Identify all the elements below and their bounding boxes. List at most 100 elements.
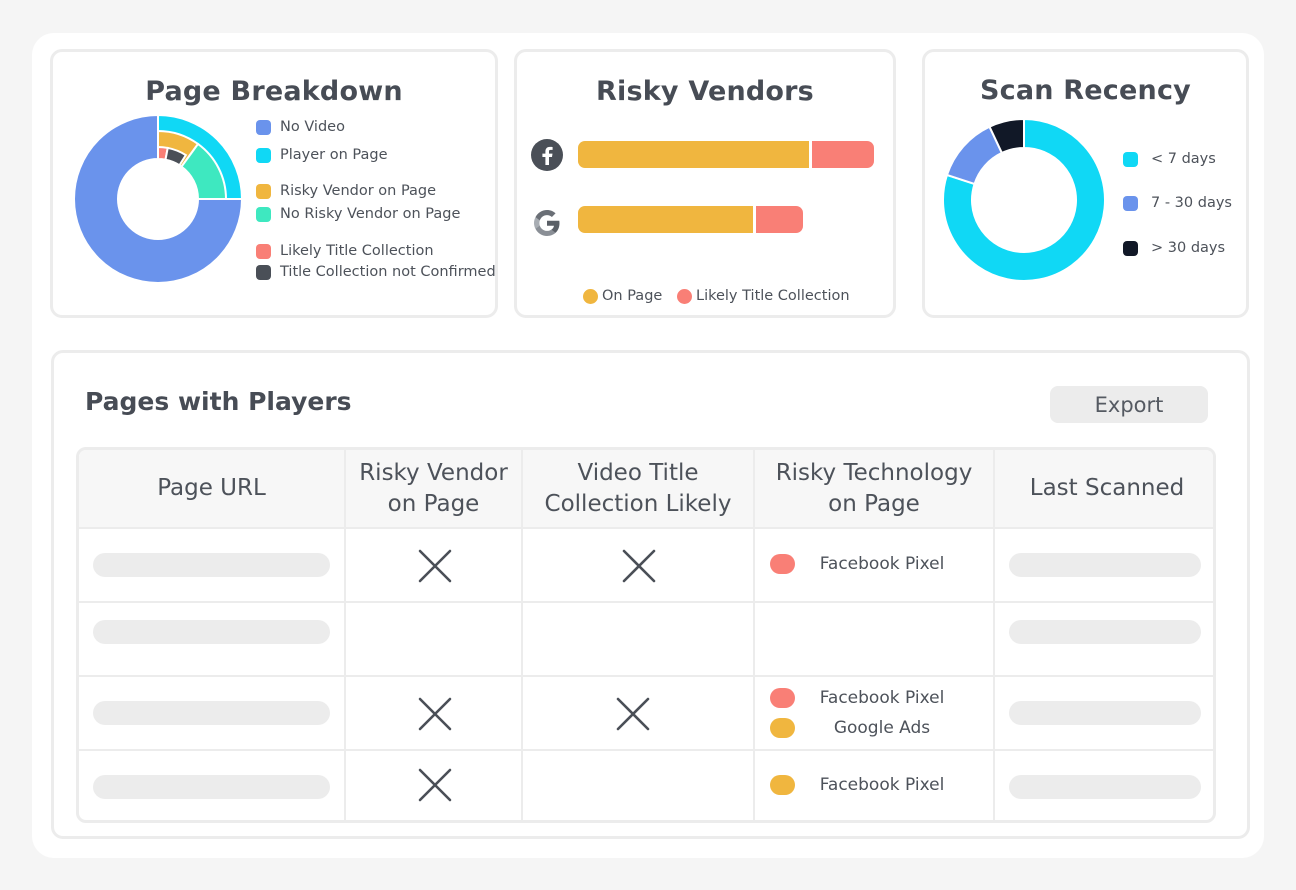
risky-vendors-title: Risky Vendors [596,76,814,107]
cell-title-collection [523,677,755,751]
technology-label: Facebook Pixel [819,775,945,795]
legend-item-risky-vendor: Risky Vendor on Page [256,183,436,199]
legend-item-on-page: On Page [583,288,662,304]
x-mark-icon [417,696,453,732]
legend-swatch [1123,240,1138,256]
url-placeholder [93,775,330,799]
header-label: Page URL [157,475,266,501]
column-header-page-url[interactable]: Page URL [79,450,346,529]
vendor-bar-google [578,206,803,233]
scan-recency-title: Scan Recency [980,75,1191,106]
legend-swatch [256,243,271,259]
column-header-risky-technology[interactable]: Risky Technology on Page [755,450,995,529]
legend-dot [677,288,692,304]
cell-risky-technology: Facebook Pixel [755,529,995,603]
url-placeholder [93,620,330,644]
cell-last-scanned [995,677,1213,751]
legend-label: 7 - 30 days [1151,195,1232,211]
column-header-video-title[interactable]: Video Title Collection Likely [523,450,755,529]
legend-item-no-risky-vendor: No Risky Vendor on Page [256,206,460,222]
legend-label: > 30 days [1151,240,1226,256]
technology-color-indicator [770,718,795,738]
page-breakdown-card: Page Breakdown No Video Player on Page R… [50,49,498,318]
scan-recency-card: Scan Recency < 7 days 7 - 30 days > 30 d… [922,49,1249,318]
page-breakdown-chart [73,113,244,284]
legend-item-7-30-days: 7 - 30 days [1123,195,1232,211]
cell-title-collection [523,529,755,603]
legend-label: Player on Page [280,147,388,163]
risky-vendors-card: Risky Vendors On Page Likely Title Colle… [514,49,896,318]
page-breakdown-title: Page Breakdown [145,76,403,107]
legend-label: On Page [602,288,663,304]
cell-page-url [79,603,346,677]
donut-slice-30-days [988,118,1025,155]
cell-risky-vendor [346,603,523,677]
legend-item-no-video: No Video [256,119,345,135]
x-mark-icon [417,548,453,584]
table-title: Pages with Players [85,387,352,416]
legend-swatch [256,147,271,163]
cell-title-collection [523,603,755,677]
facebook-icon [531,139,563,171]
technology-tag: Facebook Pixel [770,775,980,795]
bar-segment-likely-title [811,141,874,168]
column-header-last-scanned[interactable]: Last Scanned [995,450,1213,529]
cell-risky-technology [755,603,995,677]
technology-label: Google Ads [833,718,931,738]
legend-swatch [256,264,271,280]
cell-risky-technology: Facebook Pixel Google Ads [755,677,995,751]
cell-risky-vendor [346,751,523,820]
cell-risky-vendor [346,677,523,751]
bar-segment-likely-title [755,206,803,233]
legend-item-gt-30-days: > 30 days [1123,240,1225,256]
pages-with-players-card: Pages with Players Export Page URL Risky… [51,350,1250,839]
legend-label: No Video [280,119,345,135]
export-button[interactable]: Export [1050,386,1208,423]
donut-slice-no-video [73,113,244,284]
vendor-bar-facebook [578,141,874,168]
cell-last-scanned [995,751,1213,820]
legend-swatch [256,183,271,199]
legend-swatch [256,119,271,135]
legend-item-likely-title: Likely Title Collection [256,243,434,259]
date-placeholder [1009,775,1201,799]
legend-item-player-on-page: Player on Page [256,147,388,163]
x-mark-icon [615,696,651,732]
header-label-line1: Risky Technology [775,459,973,486]
cell-page-url [79,677,346,751]
header-label-line2: on Page [828,490,920,517]
cell-page-url [79,751,346,820]
x-mark-icon [417,767,453,803]
legend-swatch [1123,151,1138,167]
column-header-risky-vendor[interactable]: Risky Vendor on Page [346,450,523,529]
pages-table: Page URL Risky Vendor on Page Video Titl… [76,447,1216,823]
cell-risky-technology: Facebook Pixel [755,751,995,820]
header-label: Last Scanned [1029,475,1185,501]
scan-recency-chart [942,118,1106,282]
cell-risky-vendor [346,529,523,603]
google-icon [534,210,560,236]
bar-segment-on-page [578,206,756,233]
legend-label: < 7 days [1151,151,1216,167]
donut-slice-7-days [942,118,1106,282]
legend-item-lt-7-days: < 7 days [1123,151,1216,167]
date-placeholder [1009,620,1201,644]
legend-item-likely-title-collection: Likely Title Collection [677,288,850,304]
technology-tag: Facebook Pixel [770,688,980,708]
cell-title-collection [523,751,755,820]
technology-label: Facebook Pixel [819,554,945,574]
technology-tag: Facebook Pixel [770,554,980,574]
cell-page-url [79,529,346,603]
donut-slice-no-risky-vendor-on-page [180,142,228,200]
cell-last-scanned [995,603,1213,677]
legend-item-not-confirmed: Title Collection not Confirmed [256,264,496,280]
legend-label: Likely Title Collection [696,288,850,304]
legend-swatch [1123,195,1138,211]
technology-tag: Google Ads [770,718,980,738]
date-placeholder [1009,553,1201,577]
legend-label: Likely Title Collection [280,243,434,259]
url-placeholder [93,553,330,577]
header-label-line1: Video Title [577,459,699,486]
technology-color-indicator [770,688,795,708]
legend-label: Risky Vendor on Page [280,183,437,199]
